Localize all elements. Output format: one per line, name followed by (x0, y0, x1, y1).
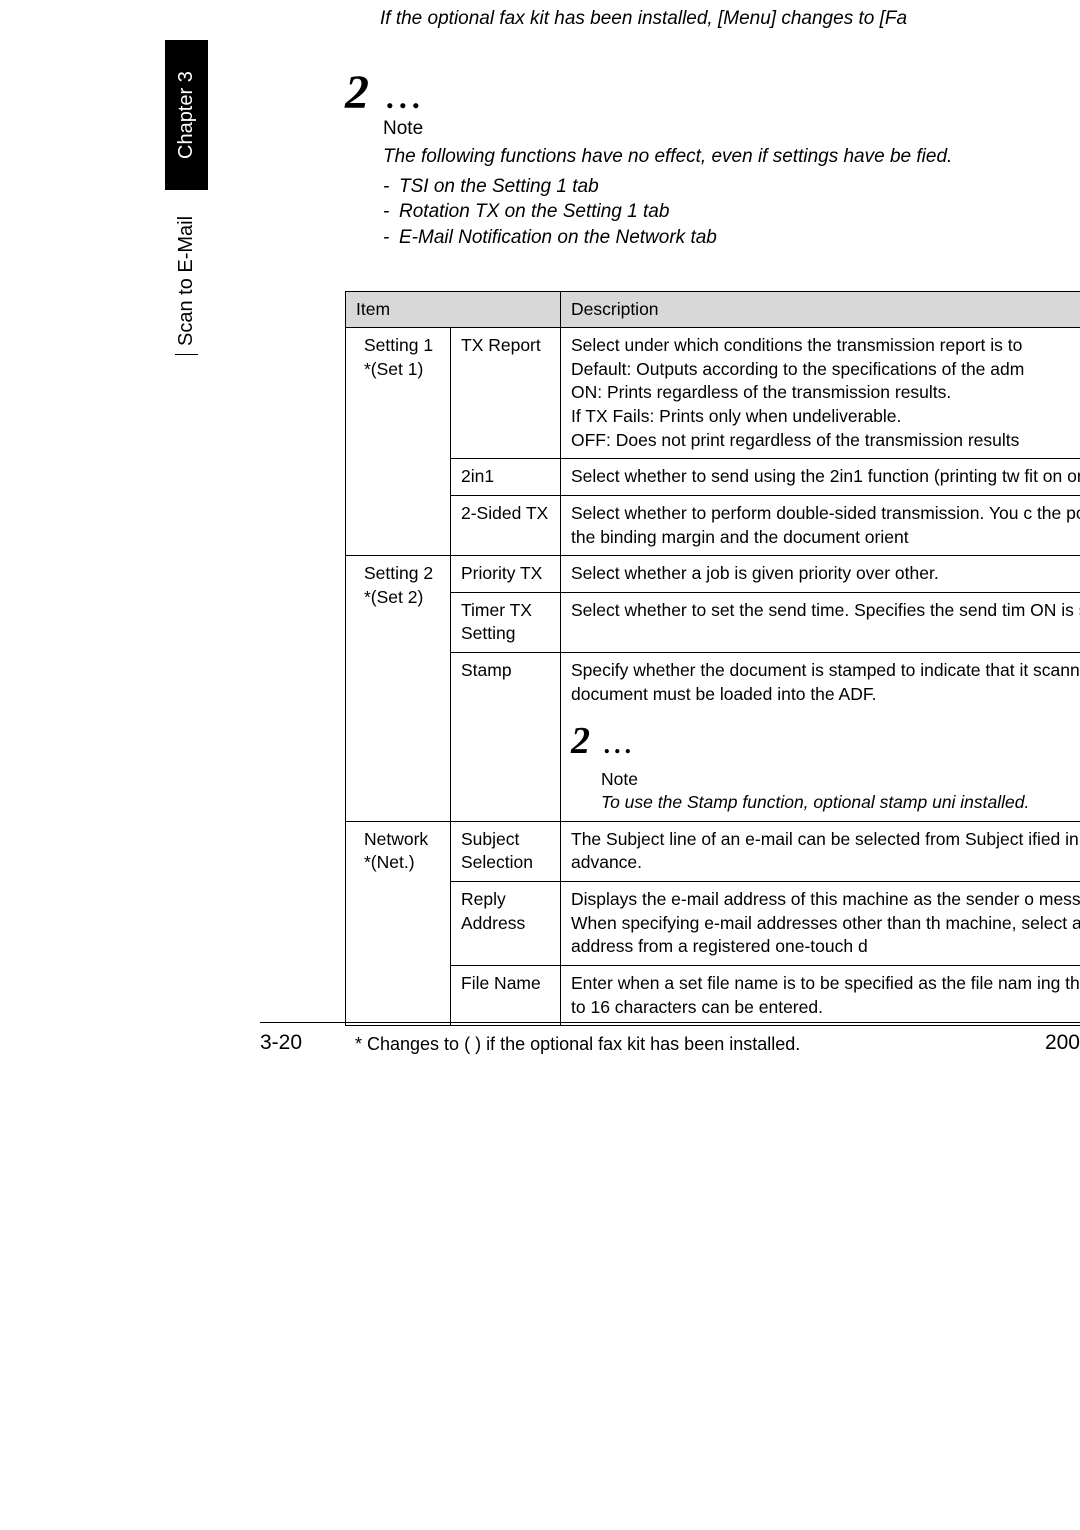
description: The Subject line of an e-mail can be sel… (561, 821, 1080, 881)
description: Select whether to perform double-sided t… (561, 495, 1080, 555)
note-list-item: E-Mail Notification on the Network tab (399, 225, 717, 251)
note-icon: 2 ... (345, 65, 1080, 120)
sub-item: 2in1 (451, 459, 561, 496)
sub-item: File Name (451, 965, 561, 1025)
page-footer: 3-20 200 (260, 1022, 1080, 1055)
description: Select whether a job is given priority o… (561, 556, 1080, 593)
table-row: Stamp Specify whether the document is st… (346, 653, 1080, 822)
sub-item: TX Report (451, 328, 561, 459)
group-label: Setting 1 *(Set 1) (346, 328, 451, 556)
sub-item: Stamp (451, 653, 561, 822)
note-title: Note (383, 118, 1080, 140)
chapter-label: Chapter 3 (165, 40, 208, 190)
note-title: Note (601, 768, 1080, 792)
description: Enter when a set file name is to be spec… (561, 965, 1080, 1025)
table-row: Setting 2 *(Set 2) Priority TX Select wh… (346, 556, 1080, 593)
note-block: 2 ... Note The following functions have … (345, 65, 1080, 251)
description: Specify whether the document is stamped … (561, 653, 1080, 822)
header-description: Description (561, 291, 1080, 328)
table-row: Setting 1 *(Set 1) TX Report Select unde… (346, 328, 1080, 459)
sub-item: 2-Sided TX (451, 495, 561, 555)
note-body: The following functions have no effect, … (383, 144, 1080, 170)
description: Select under which conditions the transm… (561, 328, 1080, 459)
sub-item: Reply Address (451, 882, 561, 966)
sub-item: Priority TX (451, 556, 561, 593)
table-row: 2in1 Select whether to send using the 2i… (346, 459, 1080, 496)
group-label: Setting 2 *(Set 2) (346, 556, 451, 822)
table-row: Timer TX Setting Select whether to set t… (346, 592, 1080, 652)
description: Select whether to set the send time. Spe… (561, 592, 1080, 652)
table-row: Network *(Net.) Subject Selection The Su… (346, 821, 1080, 881)
header-item: Item (346, 291, 561, 328)
note-list: -TSI on the Setting 1 tab -Rotation TX o… (383, 174, 1080, 251)
group-label: Network *(Net.) (346, 821, 451, 1025)
sub-item: Subject Selection (451, 821, 561, 881)
sub-item: Timer TX Setting (451, 592, 561, 652)
top-note: If the optional fax kit has been install… (380, 8, 1080, 30)
section-label: Scan to E-Mail (175, 195, 198, 355)
table-row: Reply Address Displays the e-mail addres… (346, 882, 1080, 966)
settings-table: Item Description Setting 1 *(Set 1) TX R… (345, 291, 1080, 1027)
side-tab: Chapter 3 Scan to E-Mail (165, 40, 208, 355)
note-text: To use the Stamp function, optional stam… (601, 791, 1080, 815)
description: Displays the e-mail address of this mach… (561, 882, 1080, 966)
description: Select whether to send using the 2in1 fu… (561, 459, 1080, 496)
content-area: If the optional fax kit has been install… (260, 0, 1080, 1055)
note-list-item: TSI on the Setting 1 tab (399, 174, 599, 200)
page-number: 3-20 (260, 1031, 302, 1055)
table-row: File Name Enter when a set file name is … (346, 965, 1080, 1025)
note-icon: 2 ... (571, 716, 1080, 767)
table-row: 2-Sided TX Select whether to perform dou… (346, 495, 1080, 555)
table-header-row: Item Description (346, 291, 1080, 328)
note-list-item: Rotation TX on the Setting 1 tab (399, 199, 669, 225)
page-right: 200 (1045, 1031, 1080, 1055)
